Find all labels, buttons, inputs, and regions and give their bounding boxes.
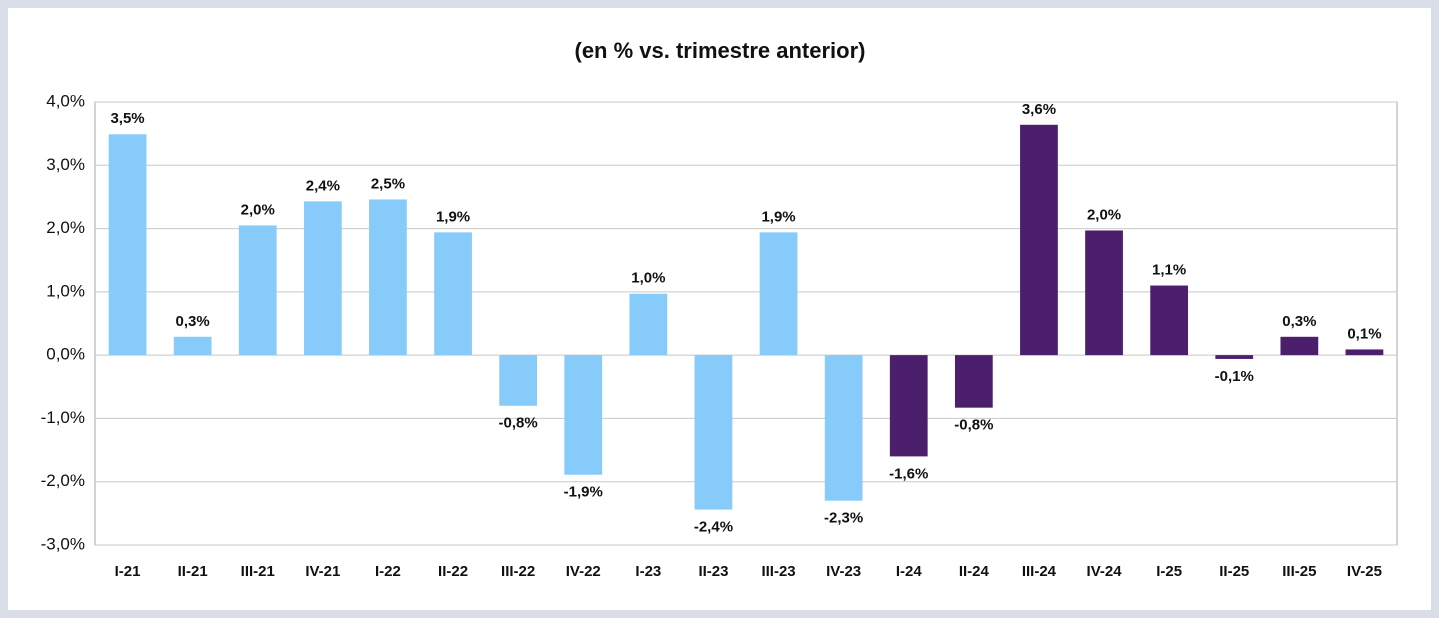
- x-tick-label: I-24: [896, 563, 923, 580]
- x-tick-label: III-25: [1282, 563, 1316, 580]
- x-tick-label: I-25: [1156, 563, 1182, 580]
- x-tick-label: III-21: [241, 563, 275, 580]
- value-label: 0,3%: [1282, 313, 1316, 330]
- y-tick-label: 4,0%: [46, 91, 85, 110]
- y-tick-label: 3,0%: [46, 155, 85, 174]
- bar: [1345, 349, 1384, 356]
- value-label: 2,4%: [306, 177, 340, 194]
- value-label: 0,1%: [1347, 325, 1381, 342]
- bar: [824, 355, 863, 501]
- x-tick-label: IV-24: [1087, 563, 1123, 580]
- value-label: -0,1%: [1215, 368, 1254, 385]
- value-label: -0,8%: [499, 415, 538, 432]
- y-tick-label: 1,0%: [46, 281, 85, 300]
- bar: [1280, 336, 1319, 356]
- x-tick-label: IV-21: [305, 563, 340, 580]
- bar: [434, 232, 472, 356]
- x-tick-label: IV-23: [826, 563, 861, 580]
- x-tick-label: II-21: [178, 563, 208, 580]
- bar: [303, 201, 342, 356]
- y-tick-label: -3,0%: [41, 534, 85, 553]
- bar: [889, 355, 928, 457]
- x-tick-label: III-24: [1022, 563, 1057, 580]
- value-label: 1,9%: [436, 208, 470, 225]
- x-tick-label: III-23: [761, 563, 795, 580]
- bar: [1215, 355, 1254, 359]
- x-tick-label: II-25: [1219, 563, 1249, 580]
- value-label: 3,5%: [110, 110, 144, 127]
- y-tick-label: 0,0%: [46, 345, 85, 364]
- bar: [1020, 124, 1058, 356]
- bar: [108, 134, 147, 356]
- value-label: 2,0%: [1087, 206, 1121, 223]
- x-tick-label: II-22: [438, 563, 468, 580]
- x-tick-label: I-22: [375, 563, 401, 580]
- bar: [759, 232, 798, 356]
- x-tick-label: IV-25: [1347, 563, 1382, 580]
- bar: [1150, 285, 1189, 356]
- bar: [238, 225, 277, 356]
- value-label: -2,4%: [694, 519, 733, 536]
- value-label: -0,8%: [954, 417, 993, 434]
- bar: [499, 355, 538, 406]
- value-label: -1,6%: [889, 465, 928, 482]
- value-label: 2,0%: [241, 201, 275, 218]
- bar: [173, 336, 212, 356]
- bar: [1085, 230, 1123, 356]
- x-tick-label: II-23: [698, 563, 728, 580]
- value-label: 0,3%: [176, 313, 210, 330]
- x-tick-label: II-24: [959, 563, 990, 580]
- value-label: 1,9%: [761, 208, 795, 225]
- bar: [369, 199, 407, 356]
- x-tick-label: IV-22: [566, 563, 601, 580]
- y-tick-label: 2,0%: [46, 218, 85, 237]
- bar: [564, 355, 603, 475]
- y-tick-label: -1,0%: [41, 408, 85, 427]
- bar: [694, 355, 733, 510]
- value-label: 2,5%: [371, 175, 405, 192]
- y-tick-label: -2,0%: [41, 471, 85, 490]
- value-label: -2,3%: [824, 510, 863, 527]
- value-label: 1,0%: [631, 270, 665, 287]
- x-tick-label: III-22: [501, 563, 535, 580]
- bar: [954, 355, 993, 408]
- value-label: -1,9%: [564, 484, 603, 501]
- value-label: 1,1%: [1152, 261, 1186, 278]
- x-tick-label: I-23: [635, 563, 661, 580]
- bar: [629, 293, 668, 356]
- chart-title: (en % vs. trimestre anterior): [575, 38, 866, 63]
- x-tick-label: I-21: [115, 563, 141, 580]
- value-label: 3,6%: [1022, 101, 1056, 118]
